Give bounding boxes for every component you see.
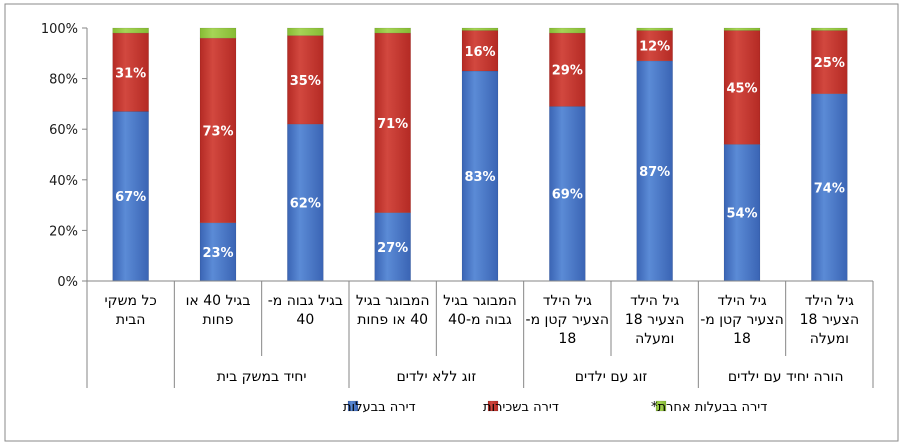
bar-segment <box>811 27 848 31</box>
bar-segment <box>374 27 411 34</box>
data-label: 25% <box>814 56 845 71</box>
category-label: 18 <box>558 331 576 347</box>
y-tick-label: 40% <box>49 174 78 189</box>
data-label: 67% <box>115 190 146 205</box>
bar-segment <box>112 111 149 282</box>
data-label: 35% <box>290 74 321 89</box>
bar-stack: 62% 35% <box>287 27 324 282</box>
category-label: הצעיר 18 <box>800 312 860 328</box>
group-label: הורה יחיד עם ילדים <box>728 369 844 385</box>
bar-segment <box>374 32 411 213</box>
legend-swatch <box>347 400 359 412</box>
x-axis: כל משקי הבית בגיל 40 או פחות בגיל גבוה מ- 40 ה… <box>86 280 874 388</box>
data-label: 31% <box>115 66 146 81</box>
bar-segment <box>461 27 499 31</box>
data-label: 54% <box>726 207 757 222</box>
data-label: 62% <box>290 197 321 212</box>
bar-segment <box>287 123 324 282</box>
bar-segment <box>112 27 149 34</box>
category-label: כל משקי <box>105 293 157 309</box>
bar-segment <box>636 27 673 31</box>
bar-stack: 67% 31% <box>112 27 149 282</box>
bar-segment <box>723 27 761 31</box>
category-label: גיל הילד <box>717 293 766 309</box>
category-label: המבוגר בגיל <box>356 293 430 309</box>
bar-stack: 54% 45% <box>723 27 761 282</box>
data-label: 87% <box>639 165 670 180</box>
data-label: 23% <box>202 246 233 261</box>
category-label: גיל הילד <box>543 293 592 309</box>
y-tick-label: 80% <box>49 73 78 88</box>
legend-item: דירה בבעלות אחרת* <box>651 400 767 415</box>
data-label: 29% <box>552 64 583 79</box>
category-label: גיל הילד <box>805 293 854 309</box>
bar-segment <box>723 30 761 145</box>
bar-segment <box>374 212 411 282</box>
group-label: זוג ללא ילדים <box>396 369 476 385</box>
data-label: 71% <box>377 117 408 132</box>
legend-swatch <box>487 400 499 412</box>
category-label: גיל הילד <box>630 293 679 309</box>
category-label: ומעלה <box>635 331 674 347</box>
category-label: בגיל גבוה מ- <box>268 293 343 309</box>
category-label: הבית <box>116 312 146 328</box>
category-label: 40 או פחות <box>357 312 428 328</box>
category-label: 18 <box>733 331 751 347</box>
legend-label: דירה בבעלות אחרת* <box>651 400 767 415</box>
category-label: המבוגר בגיל <box>443 293 517 309</box>
legend: דירה בבעלות אחרת* דירה בשכירות דירה בבעלות <box>343 400 767 415</box>
category-label: פחות <box>203 312 234 328</box>
bar-stack: 83% 16% <box>461 27 499 282</box>
bar-stacks: 67% 31% 23% 73% 62% 35% 27% 71% 83% 16% 69% 29% 87% 1… <box>112 27 848 282</box>
data-label: 12% <box>639 40 670 55</box>
data-label: 16% <box>464 45 495 60</box>
data-label: 27% <box>377 241 408 256</box>
data-label: 74% <box>814 181 845 196</box>
bar-segment <box>549 106 586 282</box>
bar-segment <box>549 27 586 34</box>
data-label: 83% <box>464 170 495 185</box>
legend-item: דירה בשכירות <box>483 400 559 415</box>
legend-label: דירה בבעלות <box>343 400 416 415</box>
bar-segment <box>636 30 673 62</box>
y-tick-label: 100% <box>41 22 78 37</box>
category-label: הצעיר 18 <box>625 312 685 328</box>
data-label: 73% <box>202 124 233 139</box>
category-label: הצעיר קטן מ- <box>526 312 610 328</box>
legend-item: דירה בבעלות <box>343 400 416 415</box>
bar-segment <box>811 30 848 95</box>
y-tick-label: 20% <box>49 224 78 239</box>
bar-stack: 27% 71% <box>374 27 411 282</box>
y-tick-label: 0% <box>57 275 78 290</box>
category-label: גבוה מ-40 <box>448 312 512 328</box>
bar-stack: 23% 73% <box>199 27 237 282</box>
bar-stack: 69% 29% <box>549 27 586 282</box>
legend-label: דירה בשכירות <box>483 400 559 415</box>
category-label: ומעלה <box>810 331 849 347</box>
data-label: 45% <box>726 81 757 96</box>
bar-segment <box>199 222 237 282</box>
bar-stack: 74% 25% <box>811 27 848 282</box>
group-label: זוג עם ילדים <box>575 369 648 385</box>
bar-segment <box>112 32 149 112</box>
bar-segment <box>549 32 586 107</box>
category-label: בגיל 40 או <box>186 293 251 309</box>
bar-segment <box>199 27 237 39</box>
bar-segment <box>636 60 673 282</box>
bar-segment <box>199 37 237 224</box>
bar-segment <box>723 144 761 282</box>
bar-stack: 87% 12% <box>636 27 673 282</box>
y-tick-label: 60% <box>49 123 78 138</box>
category-label: 40 <box>296 312 314 328</box>
bar-segment <box>287 27 324 36</box>
group-label: יחיד במשק בית <box>217 369 307 385</box>
y-axis: 0% 20% 40% 60% 80% 100% <box>41 22 88 290</box>
category-label: הצעיר קטן מ- <box>700 312 784 328</box>
data-label: 69% <box>552 188 583 203</box>
legend-swatch <box>655 400 667 412</box>
